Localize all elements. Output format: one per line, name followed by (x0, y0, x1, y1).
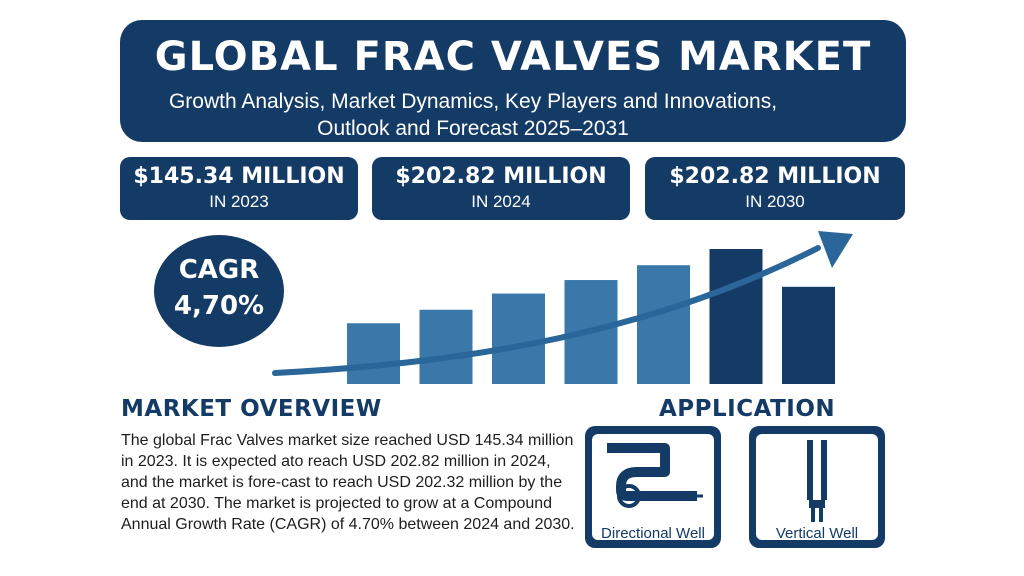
stat-year: IN 2030 (745, 192, 805, 211)
overview-title: MARKET OVERVIEW (121, 396, 382, 422)
application-title: APPLICATION (659, 396, 836, 422)
stat-value: $202.82 MILLION (395, 164, 607, 189)
vertical-well-icon (807, 440, 827, 522)
chart-bar-7 (782, 286, 835, 384)
chart-bar-3 (492, 293, 545, 384)
chart-bar-2 (419, 309, 473, 384)
stat-value: $145.34 MILLION (133, 164, 345, 189)
trend-arrow-head (818, 231, 853, 268)
application-label: Vertical Well (775, 525, 859, 542)
cagr-label: CAGR (178, 255, 260, 285)
application-card-directional: Directional Well (585, 426, 721, 548)
page-title: GLOBAL FRAC VALVES MARKET (154, 34, 872, 80)
growth-bar-chart (272, 231, 853, 384)
application-label: Directional Well (601, 525, 705, 542)
stat-value: $202.82 MILLION (669, 164, 881, 189)
overview-text: The global Frac Valves market size reach… (121, 432, 575, 533)
stat-card-2023: $145.34 MILLION IN 2023 (120, 157, 358, 220)
header-banner: GLOBAL FRAC VALVES MARKET Growth Analysi… (120, 20, 906, 142)
trend-arrow-line (272, 245, 821, 376)
application-card-vertical: Vertical Well (749, 426, 885, 548)
chart-bar-5 (637, 265, 690, 384)
directional-well-icon (607, 443, 703, 508)
page-subtitle: Growth Analysis, Market Dynamics, Key Pl… (168, 90, 778, 140)
stat-year: IN 2024 (471, 192, 531, 211)
chart-bar-1 (347, 323, 400, 384)
cagr-value: 4,70% (173, 291, 265, 321)
chart-bar-6 (709, 249, 763, 384)
stat-card-2030: $202.82 MILLION IN 2030 (645, 157, 905, 220)
stat-card-2024: $202.82 MILLION IN 2024 (372, 157, 630, 220)
cagr-badge: CAGR 4,70% (154, 235, 284, 347)
stat-year: IN 2023 (209, 192, 269, 211)
